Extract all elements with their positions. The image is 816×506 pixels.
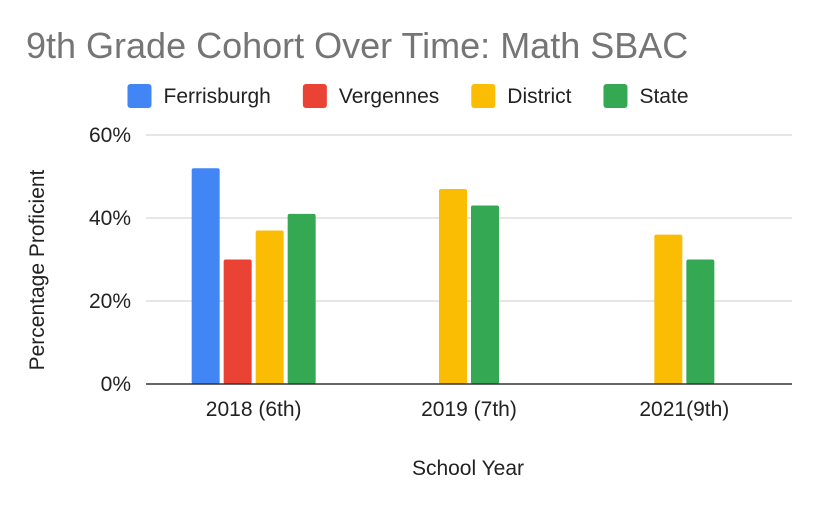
- legend-item: Vergennes: [302, 84, 439, 108]
- y-axis-title: Percentage Proficient: [26, 169, 49, 370]
- legend-label: State: [639, 85, 688, 108]
- x-axis-ticks: 2018 (6th) 2019 (7th) 2021(9th): [206, 398, 729, 421]
- x-tick-label: 2018 (6th): [206, 398, 302, 421]
- x-tick-label: 2019 (7th): [421, 398, 517, 421]
- chart-title: 9th Grade Cohort Over Time: Math SBAC: [26, 25, 688, 66]
- x-tick-label: 2021(9th): [639, 398, 729, 421]
- bar-district-1: [439, 188, 467, 384]
- y-tick-label: 0%: [101, 373, 131, 396]
- legend-swatch: [302, 84, 327, 108]
- y-tick-label: 60%: [89, 124, 131, 147]
- gridlines: [146, 134, 792, 302]
- bar-vergennes-0: [223, 259, 252, 384]
- x-axis-title: School Year: [412, 457, 524, 480]
- legend-swatch: [127, 84, 152, 108]
- y-tick-label: 20%: [89, 290, 131, 313]
- legend-swatch: [603, 84, 628, 108]
- bar-district-2: [654, 234, 683, 384]
- y-axis-ticks: 0% 20% 40% 60%: [89, 124, 131, 396]
- bar-state-0: [287, 213, 316, 384]
- y-tick-label: 40%: [89, 207, 131, 230]
- bars: [191, 168, 715, 384]
- legend-label: District: [507, 85, 571, 108]
- legend-item: State: [603, 84, 689, 108]
- bar-state-1: [471, 205, 499, 384]
- legend-swatch: [471, 84, 496, 108]
- bar-district-0: [255, 230, 284, 384]
- legend-label: Ferrisburgh: [163, 85, 270, 108]
- bar-ferrisburgh-0: [191, 168, 220, 384]
- bar-state-2: [686, 259, 715, 384]
- legend-item: District: [471, 84, 572, 108]
- legend-label: Vergennes: [339, 85, 439, 108]
- legend: Ferrisburgh Vergennes District State: [127, 84, 689, 108]
- legend-item: Ferrisburgh: [127, 84, 271, 108]
